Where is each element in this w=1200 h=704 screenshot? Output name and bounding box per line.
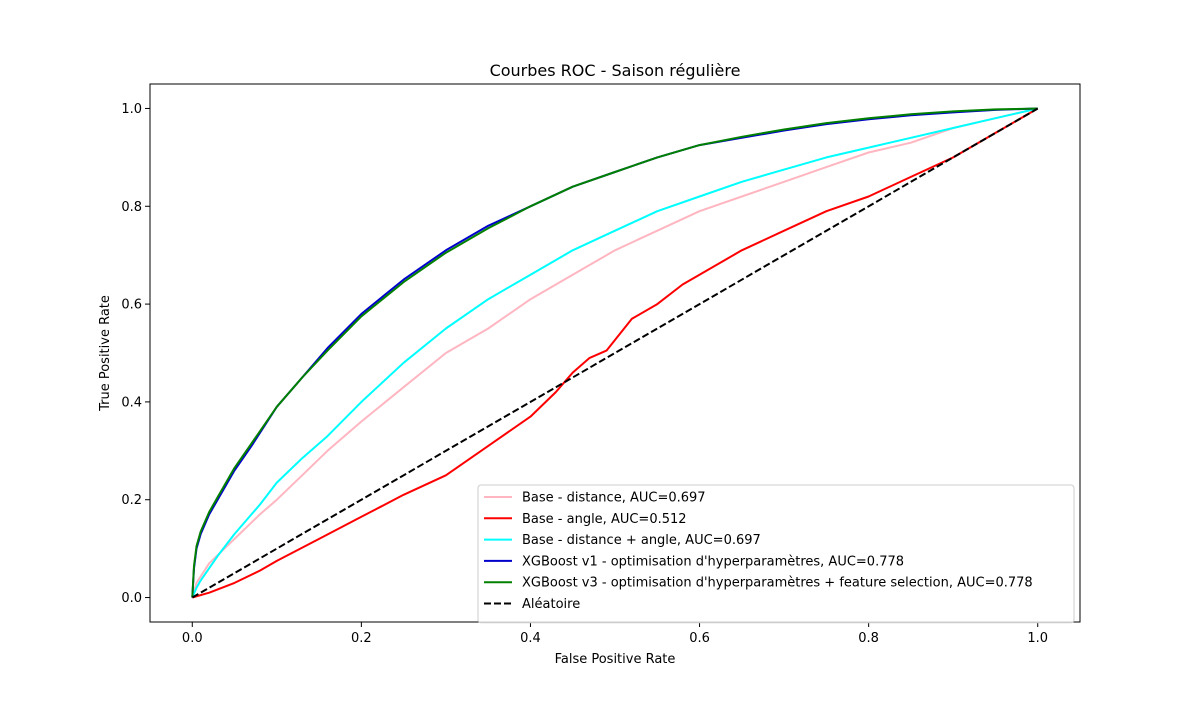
y-tick-label: 0.2: [121, 493, 142, 508]
series-line-3: [191, 107, 1038, 598]
legend-label: Base - angle, AUC=0.512: [522, 512, 687, 527]
legend-box: [477, 484, 1075, 624]
x-axis-ticks: 0.0 0.2 0.4 0.6 0.8 1.0: [182, 622, 1048, 646]
y-tick-label: 0.4: [121, 395, 142, 410]
x-tick-label: 1.0: [1027, 631, 1048, 646]
legend-label: XGBoost v3 - optimisation d'hyperparamèt…: [522, 576, 1033, 591]
y-axis-ticks: 0.0 0.2 0.4 0.6 0.8 1.0: [121, 102, 150, 606]
x-tick-label: 0.8: [858, 631, 879, 646]
x-tick-label: 0.2: [351, 631, 372, 646]
legend-label: Aléatoire: [522, 597, 580, 612]
legend: Base - distance, AUC=0.697 Base - angle, …: [477, 484, 1075, 624]
y-tick-label: 1.0: [121, 102, 142, 117]
legend-label: Base - distance + angle, AUC=0.697: [522, 533, 761, 548]
x-tick-label: 0.6: [689, 631, 710, 646]
series-line-1: [191, 107, 1038, 598]
series-line-6: [191, 107, 1039, 599]
series-line-5: [191, 107, 1038, 598]
x-tick-label: 0.4: [520, 631, 541, 646]
chart-title: Courbes ROC - Saison régulière: [490, 61, 741, 80]
y-axis-label: True Positive Rate: [98, 295, 113, 412]
y-tick-label: 0.6: [121, 298, 142, 313]
series-line-2: [192, 107, 1039, 599]
legend-label: Base - distance, AUC=0.697: [522, 491, 706, 506]
x-axis-label: False Positive Rate: [555, 652, 676, 667]
y-tick-label: 0.8: [121, 200, 142, 215]
y-tick-label: 0.0: [121, 591, 142, 606]
series-layer: [191, 107, 1039, 599]
legend-label: XGBoost v1 - optimisation d'hyperparamèt…: [522, 554, 904, 569]
x-tick-label: 0.0: [182, 631, 203, 646]
